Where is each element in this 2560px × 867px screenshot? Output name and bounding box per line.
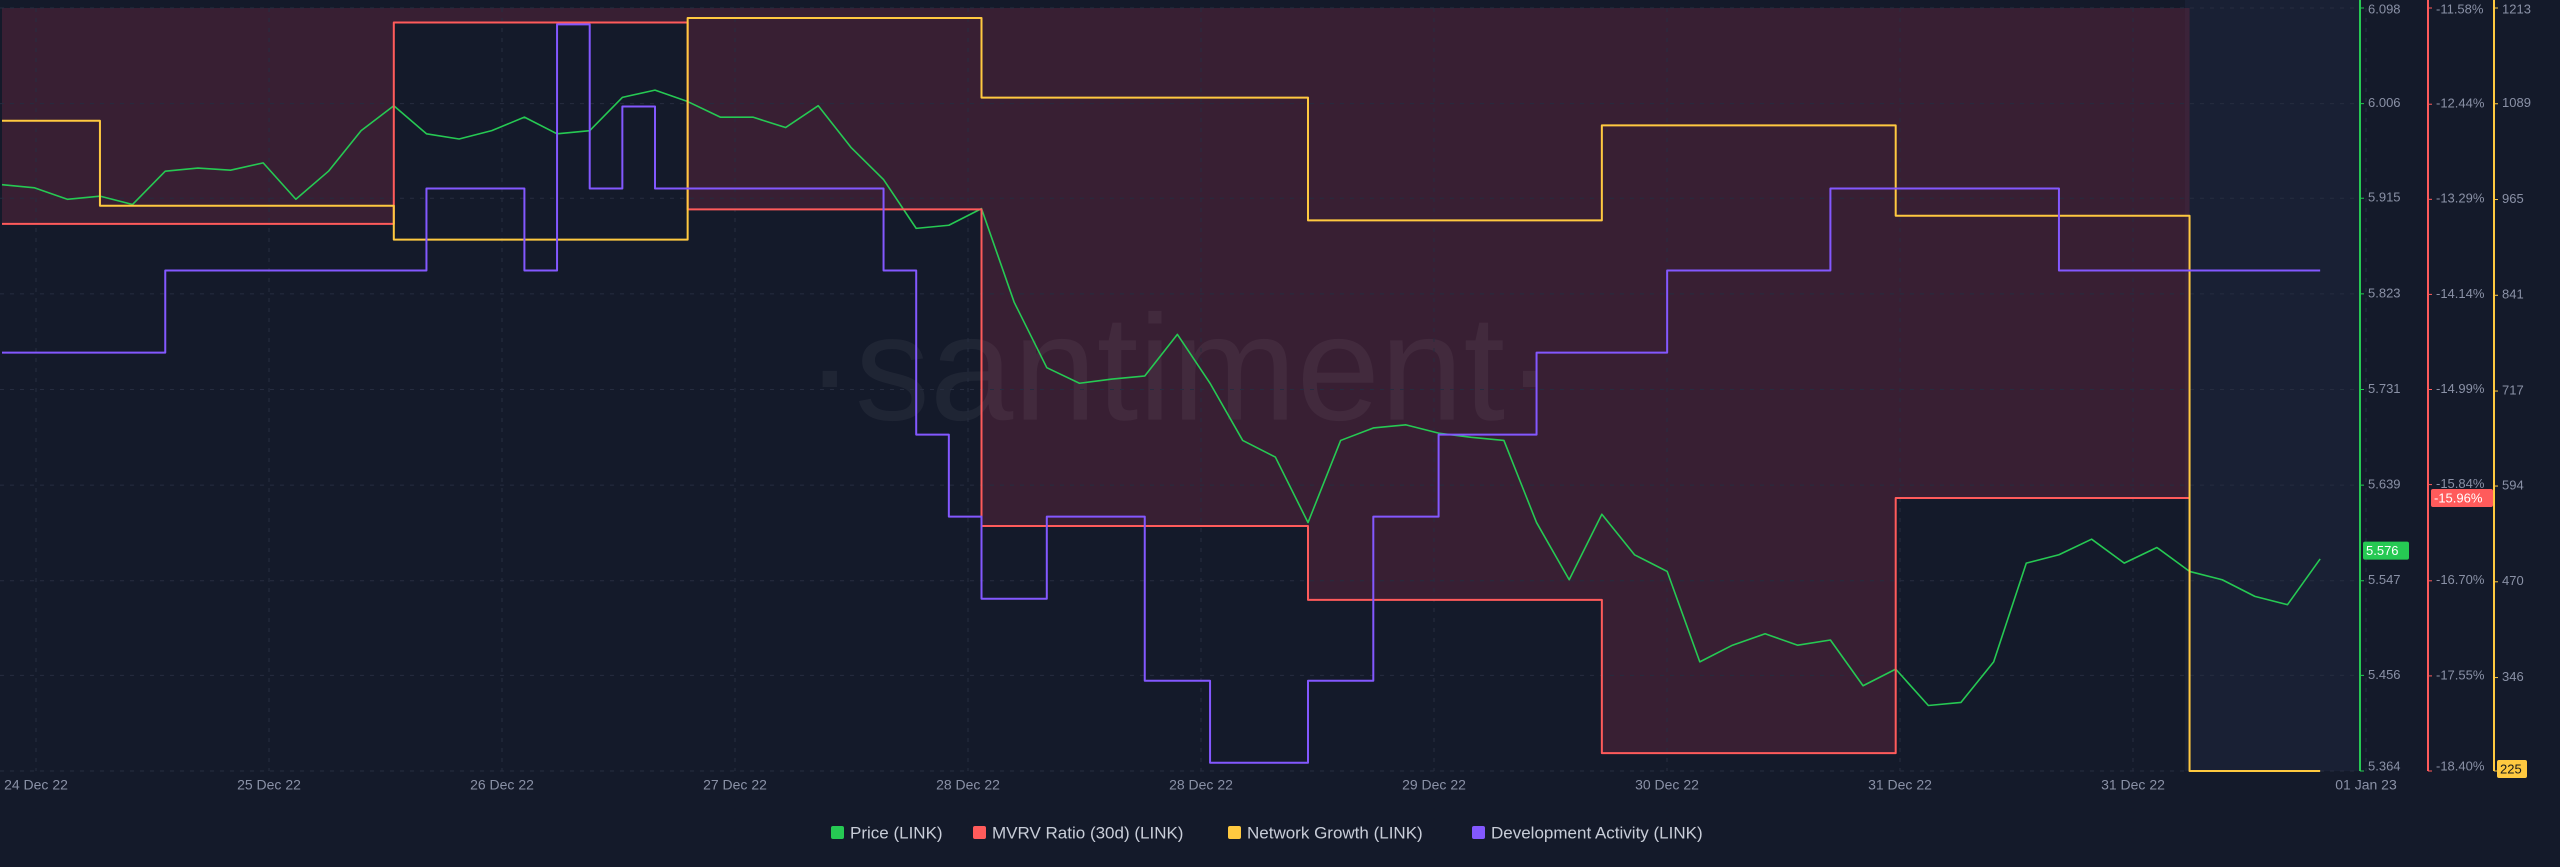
series-line xyxy=(2,21,2190,755)
legend-swatch xyxy=(831,826,844,839)
legend-swatch xyxy=(1472,826,1485,839)
x-tick-label: 31 Dec 22 xyxy=(1868,777,1932,793)
legend-label: Development Activity (LINK) xyxy=(1491,823,1703,842)
y-tick-label: -12.44% xyxy=(2436,96,2485,111)
y-tick-label: 5.364 xyxy=(2368,758,2401,773)
value-badge-label: 225 xyxy=(2500,761,2522,776)
y-tick-label: 1089 xyxy=(2502,95,2531,110)
series-line xyxy=(1,89,2321,707)
y-tick-label: 5.731 xyxy=(2368,381,2401,396)
x-tick-label: 25 Dec 22 xyxy=(237,777,301,793)
y-tick-label: 841 xyxy=(2502,287,2524,302)
legend-swatch xyxy=(1228,826,1241,839)
y-tick-label: 6.098 xyxy=(2368,1,2401,16)
y-tick-label: -18.40% xyxy=(2436,758,2485,773)
x-tick-label: 26 Dec 22 xyxy=(470,777,534,793)
legend-label: MVRV Ratio (30d) (LINK) xyxy=(992,823,1183,842)
y-tick-label: 5.639 xyxy=(2368,477,2401,492)
y-tick-label: 346 xyxy=(2502,669,2524,684)
watermark: ·santiment· xyxy=(805,284,1555,452)
y-tick-label: 6.006 xyxy=(2368,95,2401,110)
y-tick-label: 5.456 xyxy=(2368,667,2401,682)
x-tick-label: 24 Dec 22 xyxy=(4,777,68,793)
x-tick-label: 30 Dec 22 xyxy=(1635,777,1699,793)
series-line xyxy=(2,23,2321,764)
y-tick-label: 5.547 xyxy=(2368,572,2401,587)
y-tick-label: 5.823 xyxy=(2368,285,2401,300)
value-badge-label: -15.96% xyxy=(2434,490,2483,505)
x-tick-label: 27 Dec 22 xyxy=(703,777,767,793)
x-tick-label: 31 Dec 22 xyxy=(2101,777,2165,793)
series-line xyxy=(2,17,2321,772)
y-tick-label: -15.84% xyxy=(2436,476,2485,491)
highlight-region xyxy=(2185,0,2360,771)
y-tick-label: 965 xyxy=(2502,191,2524,206)
y-tick-label: 470 xyxy=(2502,573,2524,588)
y-tick-label: 5.915 xyxy=(2368,190,2401,205)
y-tick-label: 594 xyxy=(2502,477,2524,492)
x-tick-label: 28 Dec 22 xyxy=(936,777,1000,793)
value-badge xyxy=(2363,541,2409,560)
value-badge-label: 5.576 xyxy=(2366,543,2399,558)
y-tick-label: -14.99% xyxy=(2436,381,2485,396)
legend-label: Network Growth (LINK) xyxy=(1247,823,1423,842)
y-tick-label: 717 xyxy=(2502,382,2524,397)
y-tick-label: -14.14% xyxy=(2436,286,2485,301)
value-badge xyxy=(2497,760,2527,778)
y-tick-label: -13.29% xyxy=(2436,191,2485,206)
x-tick-label: 29 Dec 22 xyxy=(1402,777,1466,793)
y-tick-label: -17.55% xyxy=(2436,667,2485,682)
y-tick-label: 1213 xyxy=(2502,1,2531,16)
value-badge xyxy=(2431,489,2493,508)
x-tick-label: 28 Dec 22 xyxy=(1169,777,1233,793)
y-tick-label: -11.58% xyxy=(2436,1,2484,16)
legend-swatch xyxy=(973,826,986,839)
legend-label: Price (LINK) xyxy=(850,823,943,842)
x-tick-label: 01 Jan 23 xyxy=(2335,777,2397,793)
y-tick-label: -16.70% xyxy=(2436,572,2485,587)
